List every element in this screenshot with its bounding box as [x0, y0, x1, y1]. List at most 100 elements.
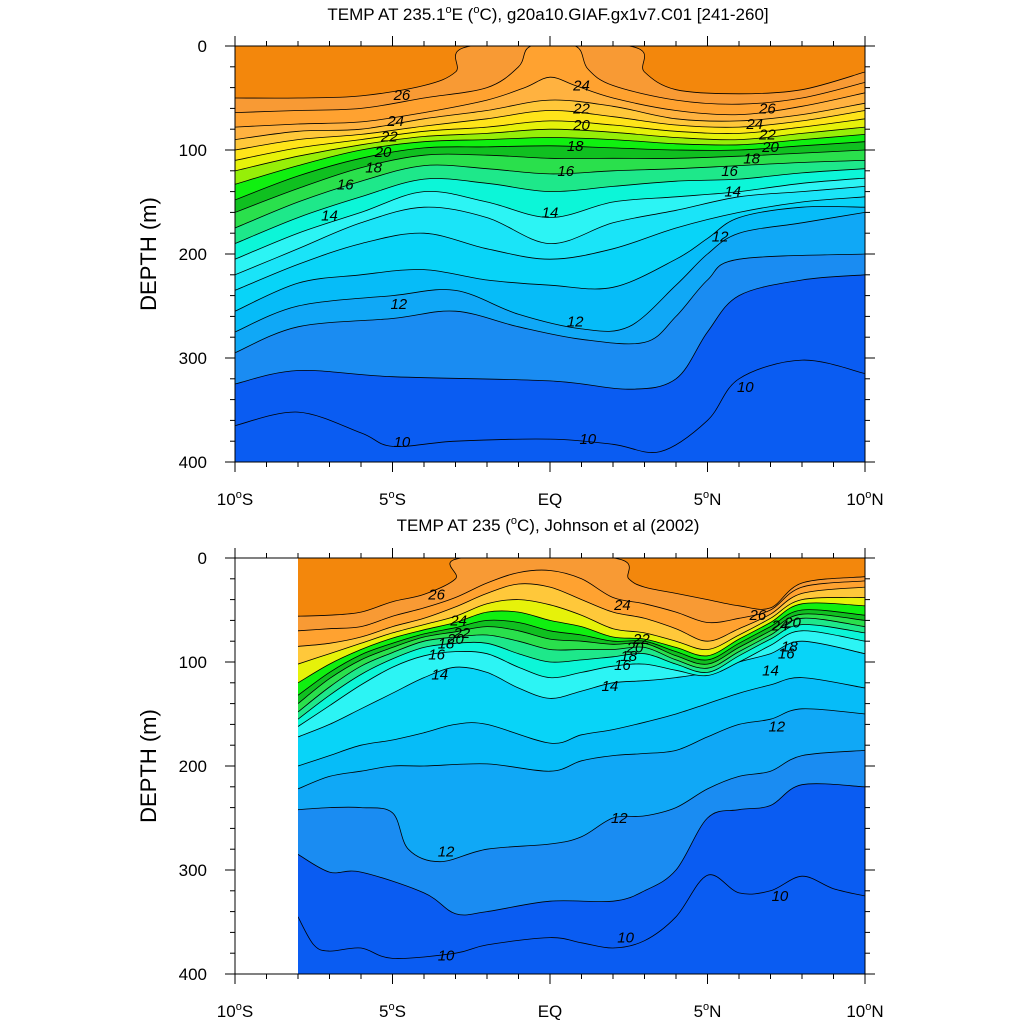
- contour-line-10: [235, 359, 865, 453]
- contour-label-12: 12: [712, 228, 729, 245]
- x-tick-hemisphere: N: [709, 490, 721, 509]
- contour-line-16: [235, 160, 865, 229]
- contour-line-26: [298, 558, 865, 617]
- x-tick-degree: o: [703, 489, 709, 501]
- title-text: TEMP AT 235.1: [327, 5, 445, 24]
- contour-line-24: [298, 583, 865, 647]
- x-tick-hemisphere: N: [871, 490, 883, 509]
- y-tick-label: 100: [179, 141, 207, 160]
- contour-label-20: 20: [626, 639, 644, 656]
- x-tick-label: 5oS: [379, 1001, 406, 1021]
- contour-line-18: [235, 141, 865, 201]
- x-tick-degree: o: [236, 489, 242, 501]
- contour-line-10.5: [235, 274, 865, 390]
- contour-label-20: 20: [374, 144, 392, 161]
- contour-label-16: 16: [557, 163, 574, 180]
- title-text: C), g20a10.GIAF.gx1v7.C01 [241-260]: [479, 5, 768, 24]
- title-text: C), Johnson et al (2002): [517, 516, 699, 535]
- contour-label-24: 24: [771, 618, 789, 635]
- y-tick-label: 200: [179, 245, 207, 264]
- contour-label-16: 16: [721, 163, 738, 180]
- contour-label-10: 10: [617, 930, 634, 947]
- contour-label-24: 24: [572, 78, 590, 95]
- contour-band-26: [235, 46, 865, 99]
- x-tick-label: 5oN: [694, 1001, 722, 1021]
- x-tick-label: EQ: [538, 1002, 563, 1021]
- contour-label-10: 10: [737, 379, 754, 396]
- contour-line-23: [235, 99, 865, 140]
- title-degree: o: [511, 515, 517, 527]
- y-tick-label: 200: [179, 757, 207, 776]
- x-tick-number: 5: [694, 1002, 703, 1021]
- contour-label-18: 18: [567, 138, 584, 155]
- contour-line-15: [235, 168, 865, 244]
- y-tick-label: 400: [179, 453, 207, 472]
- x-tick-label: 5oS: [379, 489, 406, 509]
- contour-line-13: [298, 640, 865, 738]
- x-tick-degree: o: [389, 489, 395, 501]
- contour-label-12: 12: [438, 843, 455, 860]
- contour-line-22: [298, 596, 865, 665]
- contour-label-22: 22: [452, 625, 470, 642]
- contour-label-12: 12: [390, 296, 407, 313]
- contour-label-24: 24: [745, 116, 763, 133]
- top-contour-panel: 2624222018161412102422201816141210262422…: [136, 4, 884, 509]
- contour-line-12.5: [235, 196, 865, 291]
- chart-title: TEMP AT 235.1oE (oC), g20a10.GIAF.gx1v7.…: [327, 4, 768, 24]
- x-tick-degree: o: [236, 1001, 242, 1013]
- contour-line-24: [235, 76, 865, 128]
- contour-line-17: [298, 613, 865, 704]
- y-axis-label: DEPTH (m): [136, 197, 161, 311]
- contour-label-26: 26: [758, 100, 776, 117]
- x-tick-number: 5: [379, 1002, 388, 1021]
- contour-label-14: 14: [321, 208, 338, 225]
- contour-field: 2624222018161412102422201816141210262422…: [235, 46, 865, 462]
- contour-label-16: 16: [778, 646, 795, 663]
- contour-label-22: 22: [572, 100, 590, 117]
- contour-label-16: 16: [614, 657, 631, 674]
- contour-label-24: 24: [613, 597, 631, 614]
- contour-line-18: [298, 609, 865, 696]
- contour-label-26: 26: [393, 87, 411, 104]
- bottom-contour-panel: 2624222018161412102422201816141210262420…: [136, 515, 884, 1021]
- x-tick-label: 10oN: [846, 489, 883, 509]
- x-tick-label: 10oS: [217, 489, 253, 509]
- x-tick-label: EQ: [538, 490, 563, 509]
- title-degree: o: [445, 4, 451, 16]
- chart-title: TEMP AT 235 (oC), Johnson et al (2002): [397, 515, 700, 535]
- x-tick-number: 5: [379, 490, 388, 509]
- contour-label-14: 14: [542, 204, 559, 221]
- x-tick-hemisphere: S: [395, 490, 406, 509]
- contour-label-14: 14: [602, 678, 619, 695]
- y-tick-label: 100: [179, 653, 207, 672]
- contour-line-11.5: [298, 708, 865, 790]
- x-tick-degree: o: [865, 1001, 871, 1013]
- x-tick-hemisphere: N: [709, 1002, 721, 1021]
- contour-line-10.5: [298, 783, 865, 916]
- contour-label-10: 10: [394, 434, 411, 451]
- x-tick-hemisphere: S: [242, 1002, 253, 1021]
- contour-line-13: [235, 186, 865, 276]
- contour-line-11: [298, 750, 865, 863]
- contour-label-16: 16: [428, 647, 445, 664]
- contour-label-24: 24: [386, 113, 404, 130]
- contour-label-16: 16: [337, 176, 354, 193]
- contour-line-16: [298, 617, 865, 713]
- x-tick-number: EQ: [538, 1002, 563, 1021]
- contour-label-14: 14: [762, 662, 779, 679]
- contour-label-24: 24: [449, 612, 467, 629]
- contour-line-14: [235, 177, 865, 260]
- contour-line-17: [235, 149, 865, 213]
- x-tick-number: 10: [846, 490, 865, 509]
- contour-label-18: 18: [365, 160, 382, 177]
- contour-label-20: 20: [446, 631, 464, 648]
- contour-line-25: [235, 46, 865, 113]
- y-tick-label: 0: [198, 37, 207, 56]
- contour-label-12: 12: [567, 314, 584, 331]
- contour-line-21: [235, 118, 865, 161]
- contour-line-25: [298, 569, 865, 632]
- contour-label-26: 26: [427, 586, 445, 603]
- contour-line-22: [235, 110, 865, 151]
- x-tick-number: 10: [217, 490, 236, 509]
